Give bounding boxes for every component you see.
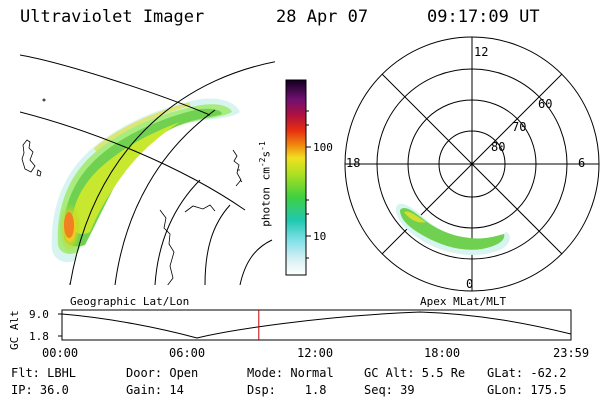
timeline-y-tick-max: 9.0 [29,308,49,321]
observation-date: 28 Apr 07 [276,7,369,27]
glon-info: GLon: 175.5 [487,383,567,397]
lat-label-80: 80 [491,140,506,154]
color-bar [285,79,307,276]
mlt-label-6: 6 [578,156,586,170]
filter-info: Flt: LBHL [11,366,77,380]
timeline-x-tick-1200: 12:00 [297,346,334,360]
colorbar-unit-label: photon cm-2s-1 [258,141,273,227]
coastlines [21,98,243,285]
mlt-label-12: 12 [474,45,489,59]
timeline-plot [58,309,572,341]
colorbar-tick-100: 100 [313,141,333,154]
timeline-right-caption: Apex MLat/MLT [420,295,507,308]
timeline-y-tick-min: 1.8 [29,330,49,343]
timeline-x-tick-0000: 00:00 [42,346,79,360]
observation-time: 09:17:09 UT [427,7,540,27]
seq-info: Seq: 39 [364,383,415,397]
auroral-emission-polar [395,203,510,255]
door-info: Door: Open [126,366,199,380]
lat-label-70: 70 [512,120,527,134]
instrument-title: Ultraviolet Imager [20,7,205,27]
timeline-x-tick-0600: 06:00 [169,346,206,360]
geographic-map [20,54,275,285]
mode-info: Mode: Normal [247,366,334,380]
gain-info: Gain: 14 [126,383,184,397]
geo-grid-lines [20,54,275,285]
timeline-left-caption: Geographic Lat/Lon [70,295,190,308]
auroral-emission-geo [51,98,240,263]
mlt-label-0: 0 [466,277,474,291]
ip-info: IP: 36.0 [11,383,69,397]
gc-alt-info: GC Alt: 5.5 Re [364,366,466,380]
timeline-x-tick-1800: 18:00 [424,346,461,360]
timeline-x-tick-2359: 23:59 [553,346,590,360]
lat-label-60: 60 [538,97,553,111]
colorbar-tick-10: 10 [313,230,327,243]
timeline-y-axis-label: GC Alt [8,310,21,350]
glat-info: GLat: -62.2 [487,366,567,380]
mlt-label-18: 18 [346,156,361,170]
color-bar-ticks [306,110,311,259]
dsp-info: Dsp: 1.8 [247,383,327,397]
